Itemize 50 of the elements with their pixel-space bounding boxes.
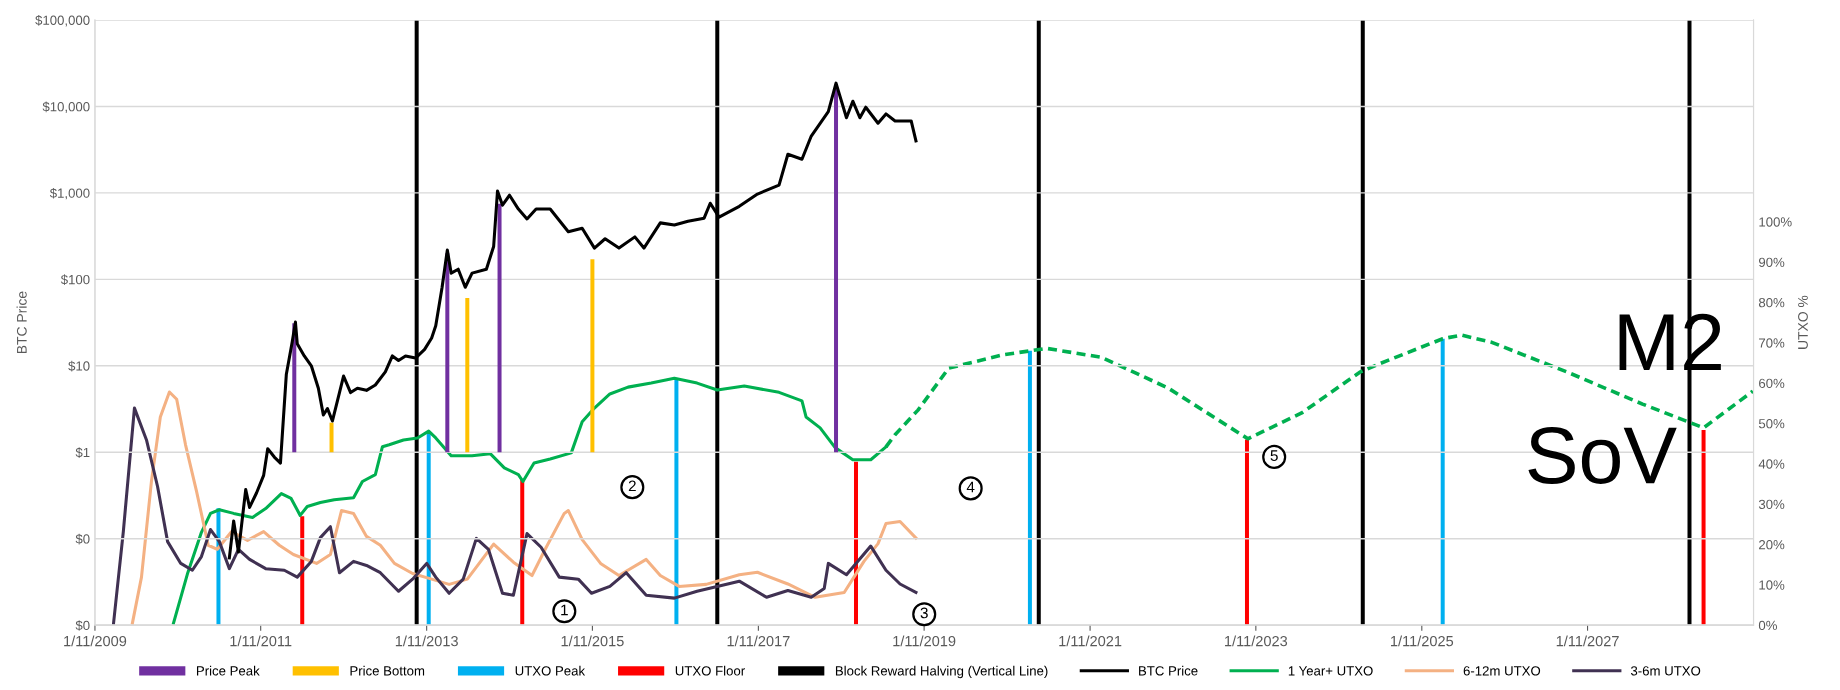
y2-tick-label: 70% xyxy=(1759,338,1785,348)
y2-tick-label: 20% xyxy=(1759,540,1785,550)
y2-tick-label: 60% xyxy=(1759,378,1785,388)
y2-tick-label: 80% xyxy=(1758,297,1785,308)
x-tick-label: 1/11/2023 xyxy=(1225,635,1288,647)
annotation: 2 xyxy=(628,480,636,492)
y-tick-label: $1 xyxy=(75,447,90,458)
legend-label: Block Reward Halving (Vertical Line) xyxy=(835,665,1048,679)
y2-axis-title: UTXO % xyxy=(1798,295,1808,349)
annotation: 4 xyxy=(966,481,975,493)
bar xyxy=(497,203,502,453)
legend-label: Price Bottom xyxy=(350,665,425,676)
legend-label: 6-12m UTXO xyxy=(1463,666,1541,676)
bar xyxy=(590,259,595,453)
annotation: 3 xyxy=(920,607,928,619)
y2-tick-label: 0% xyxy=(1758,620,1777,631)
annotation: 1 xyxy=(561,604,568,616)
bar xyxy=(329,422,334,453)
y-tick-label: $100,000 xyxy=(35,15,90,27)
x-tick-label: 1/11/2017 xyxy=(727,635,790,647)
x-tick-label: 1/11/2025 xyxy=(1391,635,1454,647)
y2-tick-label: 100% xyxy=(1759,217,1792,227)
y-tick-label: $100 xyxy=(60,274,90,286)
legend-label: 1 Year+ UTXO xyxy=(1288,666,1373,676)
bar xyxy=(465,297,470,453)
y-axis-title: BTC Price xyxy=(16,291,27,354)
x-tick-label: 1/11/2027 xyxy=(1556,635,1619,647)
legend-label: UTXO Floor xyxy=(675,665,745,676)
annotation: SoV xyxy=(1528,426,1677,484)
y2-tick-label: 50% xyxy=(1758,419,1785,429)
y2-tick-label: 40% xyxy=(1758,459,1785,469)
legend-label: 3-6m UTXO xyxy=(1630,666,1701,676)
x-tick-label: 1/11/2019 xyxy=(893,635,956,647)
y2-tick-label: 30% xyxy=(1758,499,1785,510)
legend-label: BTC Price xyxy=(1139,665,1198,676)
y-tick-label: $10,000 xyxy=(42,101,90,113)
x-tick-label: 1/11/2013 xyxy=(395,635,458,647)
x-tick-label: 1/11/2015 xyxy=(561,635,624,647)
annotation: 5 xyxy=(1270,450,1278,462)
y-tick-label: $10 xyxy=(68,360,90,372)
x-tick-label: 1/11/2021 xyxy=(1059,635,1122,647)
x-tick-label: 1/11/2011 xyxy=(230,635,292,647)
x-tick-label: 1/11/2009 xyxy=(64,635,127,647)
y2-tick-label: 10% xyxy=(1759,580,1785,590)
y-tick-label: $0 xyxy=(75,620,90,631)
legend-label: Price Peak xyxy=(196,665,260,676)
y-tick-label: $0 xyxy=(75,533,90,545)
legend-label: UTXO Peak xyxy=(515,665,586,676)
y2-tick-label: 90% xyxy=(1759,257,1785,267)
y-tick-label: $1,000 xyxy=(49,187,90,200)
